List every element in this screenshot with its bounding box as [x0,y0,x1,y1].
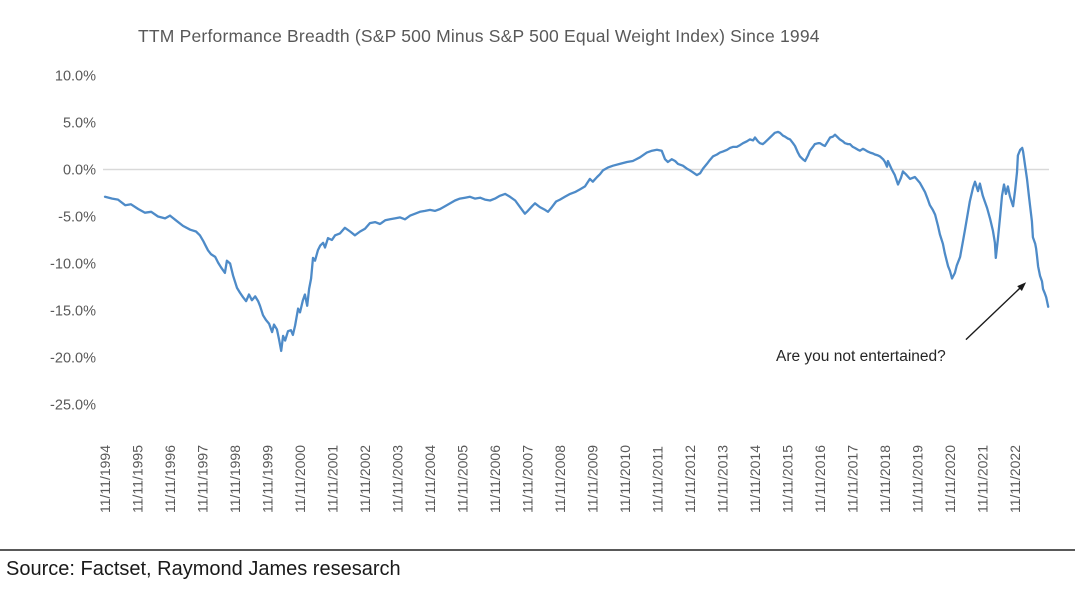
y-axis-tick-label: -25.0% [50,398,96,414]
x-axis-tick-label: 11/11/1996 [162,445,178,513]
y-axis-tick-label: -10.0% [50,257,96,273]
arrow-icon [965,285,1023,341]
arrow-head-icon [1017,282,1027,291]
x-axis-tick-label: 11/11/1997 [195,445,211,513]
x-axis-tick-label: 11/11/2009 [585,445,601,513]
x-axis-tick-label: 11/11/2007 [520,445,536,513]
x-axis-tick-label: 11/11/2015 [780,445,796,513]
x-axis-tick-label: 11/11/2006 [487,445,503,513]
y-axis-tick-label: -5.0% [58,210,96,226]
x-axis-tick-label: 11/11/2012 [682,445,698,513]
y-axis-tick-label: -15.0% [50,304,96,320]
source-text: Source: Factset, Raymond James resesarch [6,558,401,580]
y-axis-tick-label: 10.0% [55,69,96,85]
x-axis-tick-label: 11/11/2000 [292,445,308,513]
x-axis-tick-label: 11/11/2016 [812,445,828,513]
y-axis-tick-label: 0.0% [63,163,96,179]
chart-title: TTM Performance Breadth (S&P 500 Minus S… [138,26,820,46]
x-axis-tick-label: 11/11/2022 [1007,445,1023,513]
x-axis-tick-label: 11/11/2002 [357,445,373,513]
x-axis-tick-label: 11/11/2018 [877,445,893,513]
breadth-line [103,130,1050,353]
x-axis-tick-label: 11/11/1999 [260,445,276,513]
x-axis-tick-label: 11/11/2014 [747,445,763,513]
x-axis-tick-label: 11/11/2005 [455,445,471,513]
x-axis-tick-label: 11/11/2011 [650,446,666,513]
x-axis-tick-label: 11/11/1995 [130,445,146,513]
divider-line [0,549,1075,551]
x-axis-tick-label: 11/11/2008 [552,445,568,513]
breadth-line-chart: 10.0% 5.0% 0.0% -5.0% -10.0% -15.0% -20.0% -25.… [50,69,1050,513]
y-axis-tick-label: 5.0% [63,116,96,132]
x-axis-tick-label: 11/11/2021 [975,445,991,513]
x-axis-tick-label: 11/11/1998 [227,445,243,513]
x-axis-tick-label: 11/11/2003 [390,445,406,513]
x-axis-tick-label: 11/11/2001 [325,445,341,513]
x-axis-tick-label: 11/11/2017 [845,445,861,513]
x-axis-tick-label: 11/11/1994 [97,445,113,513]
x-axis-tick-label: 11/11/2020 [942,445,958,513]
y-axis-tick-label: -20.0% [50,351,96,367]
x-axis-tick-label: 11/11/2010 [617,445,633,513]
x-axis-tick-label: 11/11/2004 [422,445,438,513]
x-axis-tick-label: 11/11/2019 [910,445,926,513]
x-axis-tick-label: 11/11/2013 [715,445,731,513]
